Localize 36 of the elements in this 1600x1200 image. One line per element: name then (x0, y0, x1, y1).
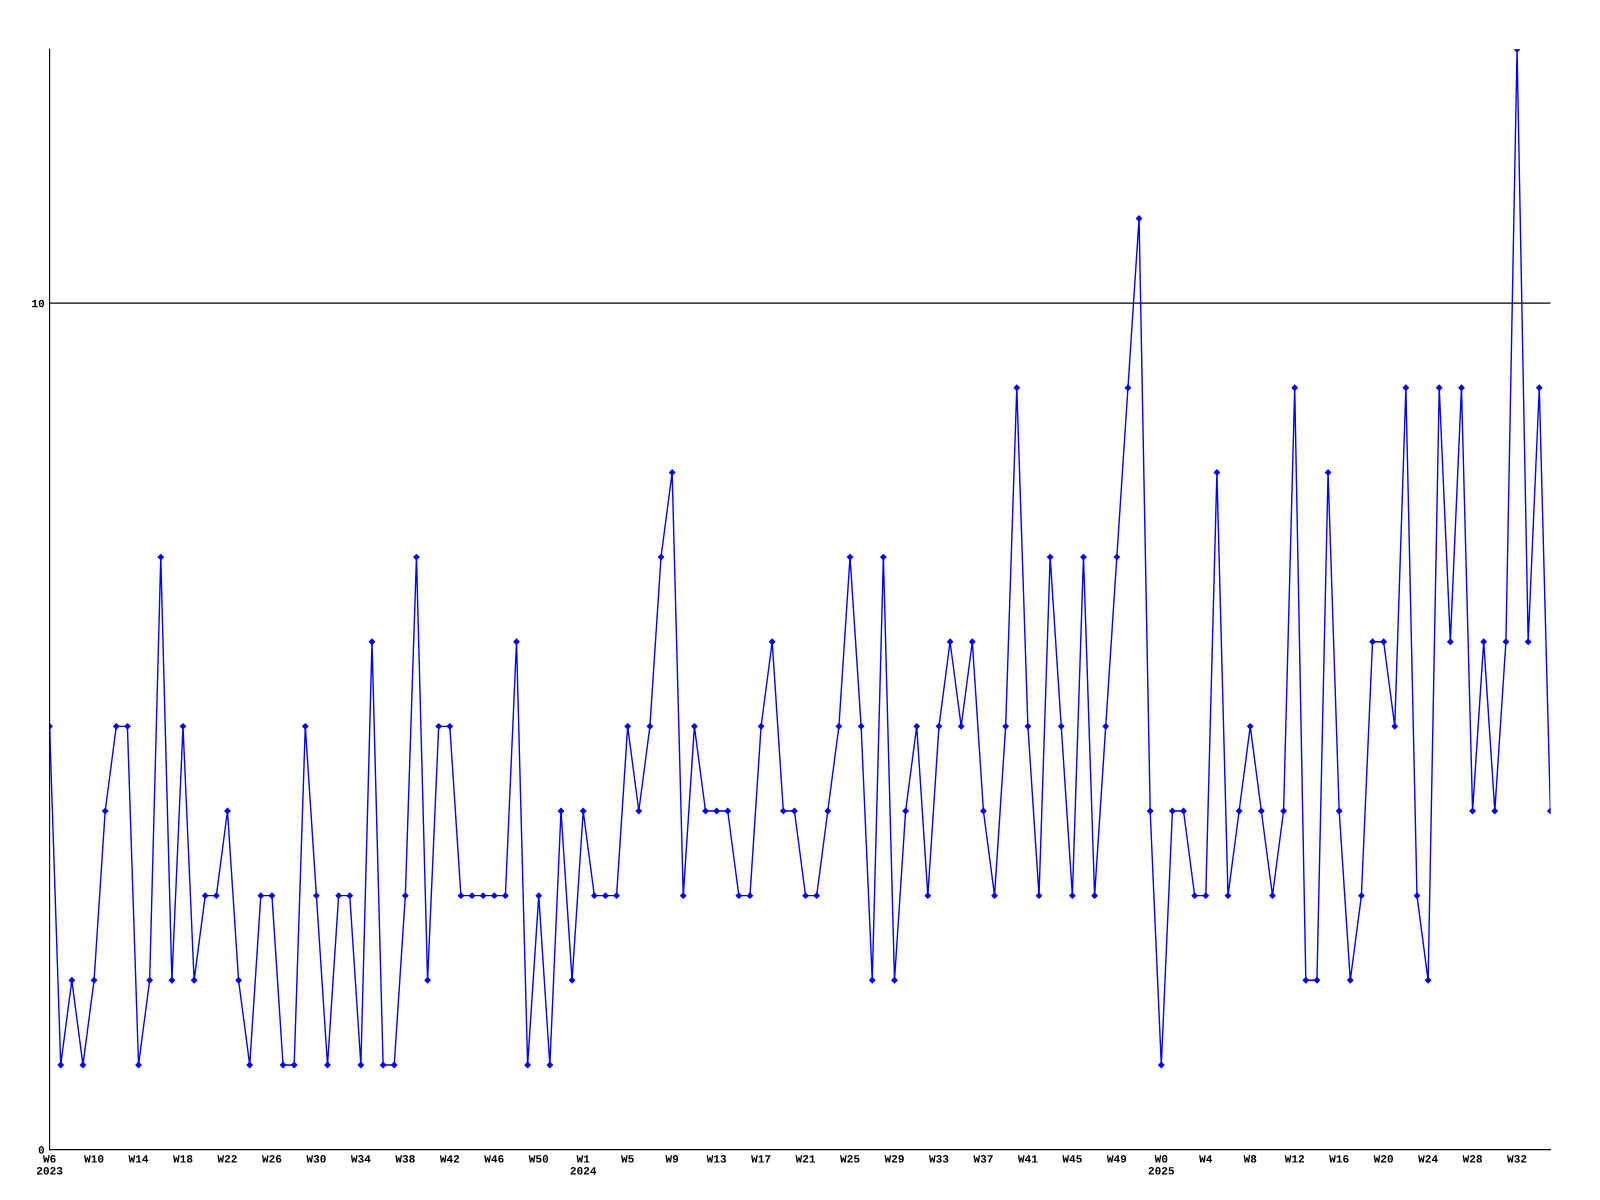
x-tick-label: W1 2024 (570, 1155, 597, 1175)
x-tick-label: W33 (928, 1155, 949, 1163)
x-tick-label: W42 (439, 1155, 460, 1163)
x-tick-label: W26 (261, 1155, 282, 1163)
x-tick-label: W12 (1284, 1155, 1305, 1163)
x-tick-label: W30 (306, 1155, 326, 1163)
x-tick-label: W6 2023 (36, 1155, 63, 1175)
x-tick-label: W4 (1199, 1155, 1213, 1163)
x-tick-label: W50 (528, 1155, 549, 1163)
x-tick-label: W32 (1507, 1155, 1527, 1163)
x-tick-label: W29 (884, 1155, 904, 1163)
x-tick-label: W8 (1243, 1155, 1257, 1163)
y-tick-label: 0 (38, 1146, 45, 1154)
x-tick-label: W18 (173, 1155, 193, 1163)
x-tick-label: W14 (128, 1155, 149, 1163)
x-tick-label: W17 (751, 1155, 771, 1163)
x-tick-label: W0 2025 (1148, 1155, 1175, 1175)
x-tick-label: W13 (706, 1155, 727, 1163)
x-tick-label: W20 (1373, 1155, 1394, 1163)
x-tick-label: W41 (1017, 1155, 1038, 1163)
x-tick-label: W10 (84, 1155, 104, 1163)
x-tick-label: W16 (1329, 1155, 1349, 1163)
x-tick-label: W21 (795, 1155, 816, 1163)
x-tick-label: W9 (665, 1155, 679, 1163)
x-tick-label: W24 (1418, 1155, 1438, 1163)
x-tick-label: W25 (840, 1155, 860, 1163)
x-tick-label: W45 (1062, 1155, 1082, 1163)
y-tick-label: 10 (32, 299, 45, 308)
x-tick-label: W22 (217, 1155, 237, 1163)
x-tick-label: W28 (1462, 1155, 1482, 1163)
x-tick-label: W5 (621, 1155, 634, 1163)
x-tick-label: W38 (395, 1155, 415, 1163)
x-tick-label: W34 (350, 1155, 371, 1163)
x-tick-label: W49 (1106, 1155, 1127, 1163)
x-tick-label: W37 (973, 1155, 993, 1163)
x-tick-label: W46 (484, 1155, 504, 1163)
